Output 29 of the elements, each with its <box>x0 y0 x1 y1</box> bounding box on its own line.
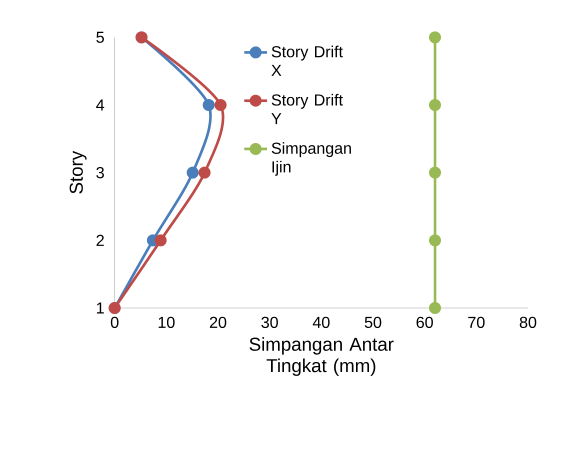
y-axis-title: Story <box>70 150 87 194</box>
point <box>428 302 441 314</box>
point <box>428 234 441 246</box>
x-tick-label: 0 <box>110 316 119 328</box>
y-tick-label: 1 <box>96 302 104 314</box>
x-tick-label: 50 <box>364 316 382 328</box>
point <box>428 31 441 44</box>
point <box>202 98 215 111</box>
y-tick-label: 5 <box>96 32 104 43</box>
x-tick-label: 30 <box>261 316 278 328</box>
x-tick-label: 40 <box>312 316 330 328</box>
x-axis-title: Simpangan Antar Tingkat (mm) <box>250 337 394 376</box>
point <box>186 166 199 179</box>
y-tick-label: 3 <box>96 167 104 178</box>
y-tick-label: 4 <box>96 100 104 110</box>
x-tick-label: 80 <box>520 316 536 328</box>
legend-label: Simpangan Ijin <box>272 142 351 176</box>
point <box>428 166 441 179</box>
point <box>214 98 227 111</box>
point <box>198 166 211 179</box>
point <box>428 98 441 111</box>
y-tick-label: 2 <box>96 234 104 246</box>
x-tick-label: 10 <box>158 316 175 328</box>
x-tick-label: 70 <box>468 316 485 328</box>
point <box>154 234 167 246</box>
x-tick-label: 60 <box>416 316 433 328</box>
legend-label: Story Drift Y <box>271 94 343 124</box>
legend-label: Story Drift X <box>271 46 343 76</box>
x-tick-label: 20 <box>210 316 226 328</box>
